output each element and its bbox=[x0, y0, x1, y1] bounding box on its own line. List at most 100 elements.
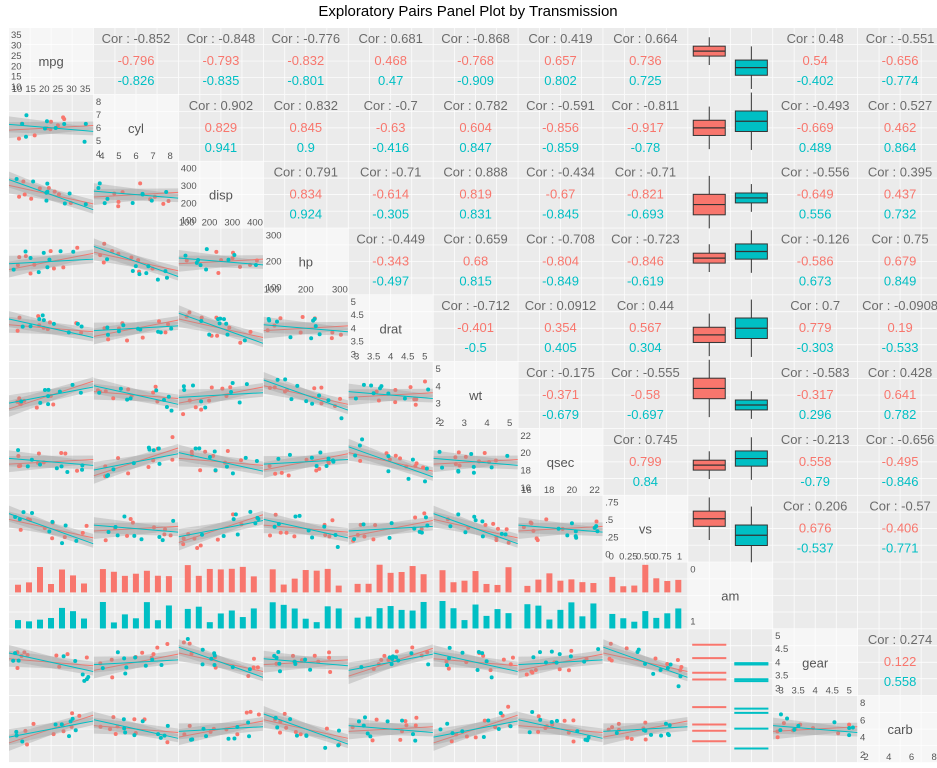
scatter-point bbox=[98, 253, 103, 258]
x-tick-label: 400 bbox=[247, 218, 263, 229]
scatter-point bbox=[275, 377, 280, 382]
scatter-point bbox=[649, 732, 654, 737]
hist-bar bbox=[59, 569, 65, 593]
fit-band bbox=[93, 650, 179, 679]
cor-overall: Cor : -0.852 bbox=[102, 31, 171, 46]
scatter-point bbox=[227, 325, 232, 330]
scatter-point bbox=[11, 267, 16, 272]
y-tick-label: 30 bbox=[11, 40, 22, 51]
hist-bar bbox=[217, 613, 224, 629]
scatter-point bbox=[374, 717, 379, 722]
scatter-point bbox=[24, 113, 29, 118]
hist-bar bbox=[461, 580, 468, 593]
x-tick-label: 18 bbox=[544, 485, 555, 496]
scatter-point bbox=[390, 654, 395, 659]
scatter-point bbox=[275, 725, 280, 730]
scatter-point bbox=[170, 435, 175, 440]
cor-group-1: -0.533 bbox=[882, 340, 919, 355]
scatter-point bbox=[105, 332, 110, 337]
y-tick-label: 5 bbox=[775, 631, 780, 642]
scatter-point bbox=[47, 529, 52, 534]
scatter-point bbox=[212, 449, 217, 454]
cor-group-0: -0.793 bbox=[202, 53, 239, 68]
scatter-point bbox=[643, 737, 648, 742]
hist-bar bbox=[631, 585, 638, 593]
scatter-point bbox=[476, 650, 481, 655]
scatter-point bbox=[151, 458, 156, 463]
scatter-point bbox=[643, 720, 648, 725]
scatter-point bbox=[22, 192, 27, 197]
scatter-point bbox=[232, 736, 237, 741]
y-tick-label: 3.5 bbox=[351, 336, 364, 347]
scatter-point bbox=[181, 536, 186, 541]
scatter-point bbox=[298, 330, 303, 335]
scatter-point bbox=[286, 473, 291, 478]
panel-gear-hp bbox=[263, 629, 348, 696]
scatter-point bbox=[41, 318, 46, 323]
x-tick-label: 100 bbox=[179, 218, 195, 229]
scatter-point bbox=[32, 133, 37, 138]
scatter-point bbox=[23, 134, 28, 139]
scatter-point bbox=[98, 724, 103, 729]
scatter-point bbox=[31, 721, 36, 726]
hist-bar bbox=[579, 582, 586, 593]
scatter-point bbox=[665, 661, 670, 666]
panel-wt-am bbox=[688, 359, 773, 429]
cor-group-1: -0.697 bbox=[627, 407, 664, 422]
scatter-point bbox=[187, 398, 192, 403]
scatter-point bbox=[25, 464, 30, 469]
x-tick-label: 4 bbox=[484, 418, 489, 429]
cor-group-1: 0.847 bbox=[459, 140, 492, 155]
scatter-point bbox=[473, 735, 478, 740]
scatter-point bbox=[166, 394, 171, 399]
cor-group-0: -0.63 bbox=[376, 120, 406, 135]
cor-group-1: 0.924 bbox=[290, 207, 323, 222]
scatter-point bbox=[480, 519, 485, 524]
hist-bar bbox=[609, 576, 616, 593]
panel-gear-vs bbox=[603, 629, 688, 696]
hist-bar bbox=[472, 604, 479, 629]
scatter-point bbox=[419, 527, 424, 532]
scatter-point bbox=[200, 647, 205, 652]
hist-bar bbox=[535, 605, 542, 629]
panel-vs-vs: vs .75 .5 .25 00 0.250.500.75 1 bbox=[603, 495, 688, 563]
scatter-point bbox=[493, 725, 498, 730]
hist-bar bbox=[250, 576, 257, 593]
panel-wt-carb: Cor : 0.428 0.641 0.782 bbox=[858, 362, 937, 429]
scatter-point bbox=[67, 734, 72, 739]
hist-bar bbox=[228, 610, 235, 629]
fit-band bbox=[518, 655, 603, 673]
hist-bar bbox=[269, 602, 276, 629]
scatter-point bbox=[84, 523, 89, 528]
scatter-point bbox=[422, 379, 427, 384]
fit-band bbox=[263, 455, 348, 473]
y-tick-label: 200 bbox=[181, 198, 197, 209]
scatter-point bbox=[59, 464, 64, 469]
panel-hp-carb: Cor : 0.75 0.679 0.849 bbox=[858, 228, 937, 295]
scatter-point bbox=[312, 653, 317, 658]
scatter-point bbox=[573, 534, 578, 539]
scatter-point bbox=[165, 723, 170, 728]
scatter-point bbox=[154, 388, 159, 393]
scatter-point bbox=[60, 541, 65, 546]
panel-carb-am bbox=[688, 696, 773, 763]
diag-overlay bbox=[603, 495, 688, 562]
scatter-point bbox=[549, 719, 554, 724]
x-tick-label: 0 bbox=[609, 552, 614, 563]
scatter-point bbox=[569, 521, 574, 526]
scatter-point bbox=[408, 385, 413, 390]
cor-group-1: 0.732 bbox=[884, 207, 917, 222]
scatter-point bbox=[116, 456, 121, 461]
hist-bar bbox=[365, 583, 372, 593]
hist-bar bbox=[535, 579, 542, 593]
scatter-point bbox=[438, 727, 443, 732]
scatter-point bbox=[393, 400, 398, 405]
scatter-point bbox=[44, 119, 49, 124]
scatter-point bbox=[556, 526, 561, 531]
scatter-point bbox=[374, 389, 379, 394]
scatter-point bbox=[71, 249, 76, 254]
fit-band bbox=[93, 443, 179, 484]
x-tick-label: 200 bbox=[202, 218, 218, 229]
scatter-point bbox=[130, 269, 135, 274]
fit-line bbox=[178, 646, 264, 678]
